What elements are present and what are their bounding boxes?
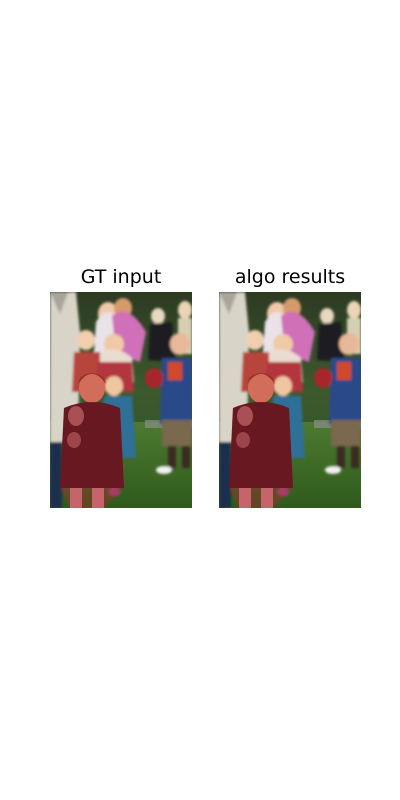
gt-input-image [50,292,192,508]
gt-input-title: GT input [80,266,162,288]
algo-results-image [219,292,361,508]
algo-results-title: algo results [234,266,346,288]
